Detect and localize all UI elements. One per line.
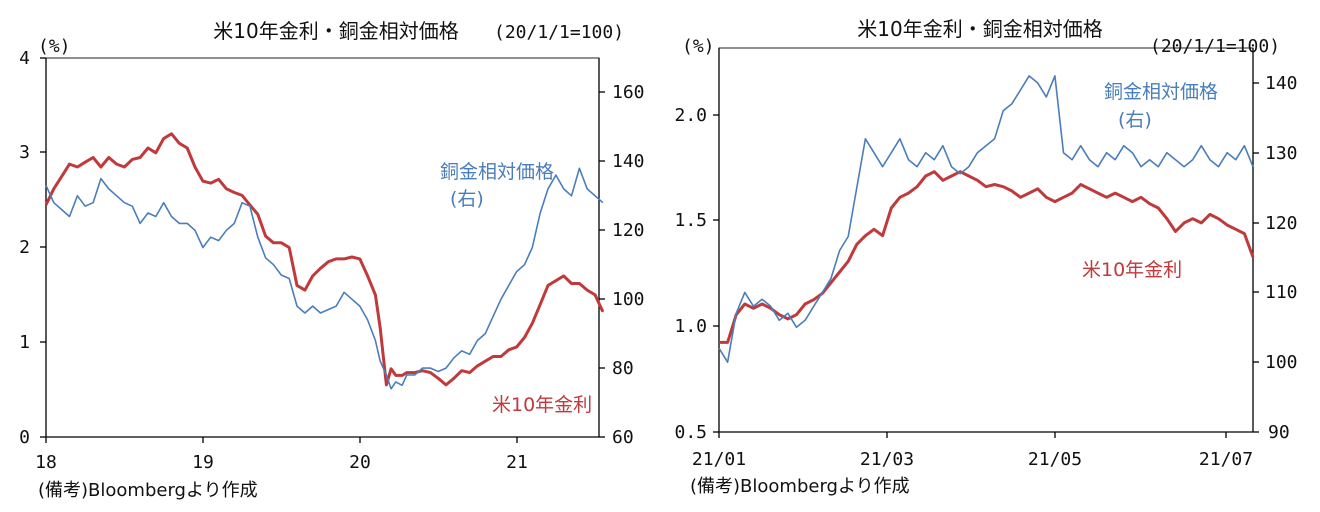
x-tick-label: 21 [506, 452, 528, 473]
left-tick-label: 2 [19, 237, 30, 258]
chart-right: 米10年金利・銅金相対価格 (%) (20/1/1=100) 0.5 1.0 1… [674, 17, 1297, 497]
series-label-rate-left: 米10年金利 [492, 394, 592, 416]
plot-area-left [45, 57, 600, 438]
x-tick-label: 19 [192, 452, 214, 473]
series-line-us10y-rate [44, 132, 605, 387]
right-tick-label: 120 [1265, 213, 1298, 234]
right-tick-label: 80 [612, 358, 634, 379]
right-tick-label: 110 [1265, 282, 1298, 303]
left-tick-label: 4 [19, 48, 30, 69]
x-tick-label: 21/03 [860, 449, 914, 470]
right-tick-label: 100 [1265, 352, 1298, 373]
right-axis-unit-left: (20/1/1=100) [494, 22, 624, 43]
series-group-left [44, 132, 605, 390]
right-tick-label: 90 [1268, 422, 1290, 443]
left-axis-unit-right: (%) [682, 36, 715, 57]
right-axis-ticks-right: 90 100 110 120 130 140 [1253, 73, 1298, 443]
right-tick-label: 60 [612, 427, 634, 448]
left-axis-ticks-left: 0 1 2 3 4 [19, 48, 46, 448]
chart-title-right: 米10年金利・銅金相対価格 [857, 17, 1102, 41]
right-tick-label: 160 [612, 82, 645, 103]
source-note-left: (備考)Bloombergより作成 [38, 480, 258, 501]
plot-area-right [718, 47, 1254, 433]
series-label-copper-gold-right-axis-right: (右) [1118, 109, 1152, 131]
series-line-us10y-rate [719, 170, 1255, 344]
right-tick-label: 100 [612, 289, 645, 310]
source-note-right: (備考)Bloombergより作成 [690, 476, 910, 497]
series-line-copper-gold-ratio [45, 167, 604, 390]
left-axis-ticks-right: 0.5 1.0 1.5 2.0 [674, 105, 719, 443]
right-axis-ticks-left: 60 80 100 120 140 160 [599, 82, 645, 448]
series-layer [44, 75, 1255, 390]
left-tick-label: 1 [19, 332, 30, 353]
left-axis-unit-left: (%) [38, 36, 71, 57]
chart-left: 米10年金利・銅金相対価格 (%) (20/1/1=100) 0 1 2 3 4… [19, 19, 644, 501]
series-label-rate-right: 米10年金利 [1082, 259, 1182, 281]
x-axis-ticks-right: 21/01 21/03 21/05 21/07 [692, 432, 1253, 470]
series-line-copper-gold-ratio [718, 75, 1254, 364]
x-tick-label: 21/07 [1199, 449, 1253, 470]
series-label-copper-gold-right-axis-left: (右) [450, 188, 484, 210]
left-tick-label: 0.5 [674, 422, 707, 443]
right-tick-label: 140 [612, 151, 645, 172]
series-group-right [718, 75, 1255, 364]
right-tick-label: 140 [1265, 73, 1298, 94]
right-tick-label: 130 [1265, 143, 1298, 164]
left-tick-label: 0 [19, 427, 30, 448]
x-tick-label: 21/05 [1028, 449, 1082, 470]
x-tick-label: 21/01 [692, 449, 746, 470]
x-axis-ticks-left: 18 19 20 21 [35, 437, 528, 473]
left-tick-label: 3 [19, 142, 30, 163]
chart-title-left: 米10年金利・銅金相対価格 [213, 19, 458, 43]
right-tick-label: 120 [612, 220, 645, 241]
left-tick-label: 1.0 [674, 316, 707, 337]
left-tick-label: 2.0 [674, 105, 707, 126]
series-label-copper-gold-right: 銅金相対価格 [1104, 81, 1218, 103]
x-tick-label: 18 [35, 452, 57, 473]
x-tick-label: 20 [349, 452, 371, 473]
series-label-copper-gold-left: 銅金相対価格 [440, 161, 554, 183]
left-tick-label: 1.5 [674, 210, 707, 231]
right-axis-unit-right: (20/1/1=100) [1150, 36, 1280, 57]
